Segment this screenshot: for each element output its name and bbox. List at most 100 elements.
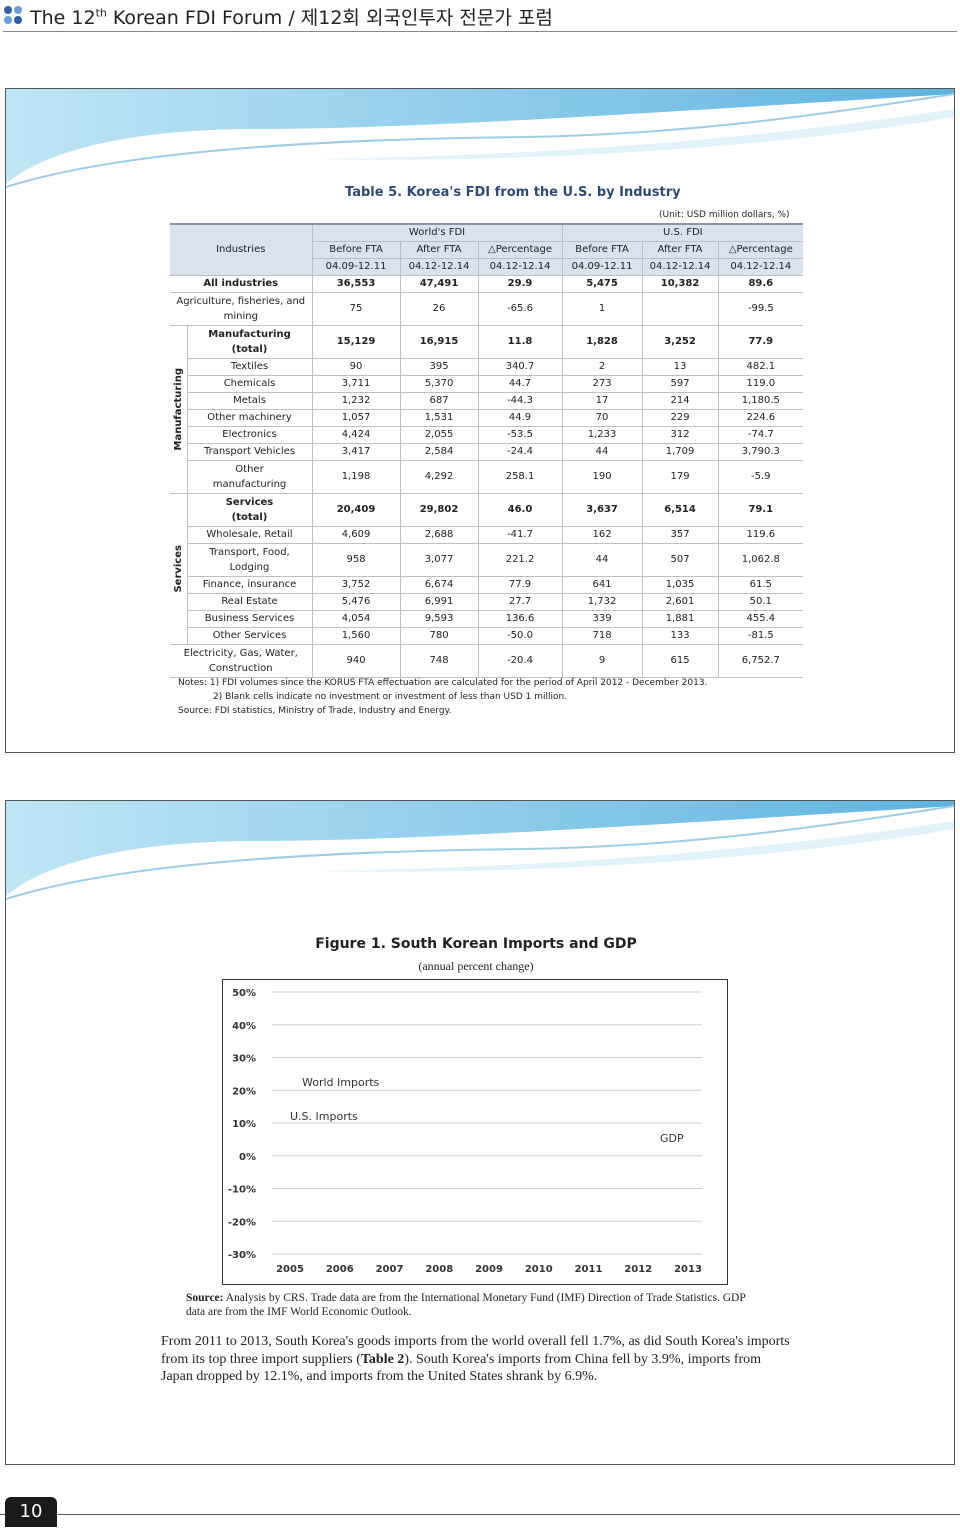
table-cell: 44.7 (477, 375, 563, 393)
paragraph: From 2011 to 2013, South Korea's goods i… (161, 1333, 791, 1386)
table-cell: 6,752.7 (717, 644, 804, 678)
row-label-line: Electricity, Gas, Water, (183, 647, 298, 659)
table-row: Transport Vehicles 3,417 2,584 -24.4 44 1,709… (170, 443, 804, 461)
x-tick-label: 2007 (376, 1264, 404, 1275)
row-label-line: Construction (208, 662, 273, 674)
row-label: Manufacturing (total) (187, 325, 313, 359)
row-label-line: Other (235, 463, 264, 475)
source: Source: FDI statistics, Ministry of Trad… (178, 706, 452, 716)
header-row: 04.09-12.11 04.12-12.14 04.12-12.14 04.09-1… (170, 258, 804, 276)
table-cell: 9,593 (399, 610, 479, 628)
row-label-line: manufacturing (212, 478, 287, 490)
row-label: Services (total) (187, 493, 313, 527)
table-cell: 1,828 (561, 325, 643, 359)
y-tick-label: -10% (228, 1185, 256, 1196)
group-label: Manufacturing (172, 367, 184, 451)
y-tick-label: -30% (228, 1250, 256, 1261)
header-cell: 04.12-12.14 (399, 258, 479, 276)
header-cell: 04.09-12.11 (561, 258, 643, 276)
header-cell: Industries (170, 224, 313, 276)
table-cell: 339 (561, 610, 643, 628)
row-label: Wholesale, Retail (187, 526, 313, 544)
header-icon (4, 6, 22, 24)
row-label: Chemicals (187, 375, 313, 393)
table-cell: 6,991 (399, 593, 479, 611)
header-cell: 04.12-12.14 (477, 258, 563, 276)
source-text: Analysis by CRS. Trade data are from the… (186, 1292, 746, 1318)
figure-subtitle: (annual percent change) (418, 959, 534, 973)
table-cell: 119.6 (717, 526, 804, 544)
chart: 50% 40% 30% 20% 10% 0% -10% -20% -30% 2005 2006 200… (222, 979, 728, 1285)
table-cell: 221.2 (477, 543, 563, 577)
table-cell: 3,417 (311, 443, 401, 461)
table-cell: 641 (561, 576, 643, 594)
note: Notes: 1) FDI volumes since the KORUS FT… (178, 678, 708, 688)
table-cell: 75 (311, 292, 401, 326)
header-cell: Before FTA (311, 241, 401, 259)
table-cell: 1,709 (641, 443, 719, 461)
table-row: Transport, Food, Lodging 958 3,077 221.2 44 50… (170, 543, 804, 577)
table-cell: -74.7 (717, 426, 804, 444)
table-cell: 5,475 (561, 275, 643, 293)
slide-wave (6, 89, 954, 188)
table-cell: 482.1 (717, 358, 804, 376)
table-cell: 36,553 (311, 275, 401, 293)
paragraph-text: From 2011 to 2013, South Korea's goods i… (161, 1334, 790, 1367)
row-label-line: Electronics (222, 429, 277, 440)
row-label: Business Services (187, 610, 313, 628)
row-label: Other Services (187, 627, 313, 645)
figure-source: Source: Analysis by CRS. Trade data are … (186, 1291, 766, 1319)
table-cell: 17 (561, 392, 643, 410)
table-cell: 10,382 (641, 275, 719, 293)
table-cell: 3,252 (641, 325, 719, 359)
table-title: Table 5. Korea's FDI from the U.S. by In… (345, 185, 681, 200)
row-label-line: Real Estate (221, 596, 278, 607)
table-cell: 61.5 (717, 576, 804, 594)
row-label-line: Wholesale, Retail (206, 529, 293, 540)
row-label-line: Other Services (212, 630, 287, 641)
row-label-line: Agriculture, fisheries, and (176, 295, 306, 307)
row-label-line: (total) (231, 511, 268, 523)
table-cell: 1,732 (561, 593, 643, 611)
table-cell: 1,232 (311, 392, 401, 410)
table-cell: 780 (399, 627, 479, 645)
table-cell: 13 (641, 358, 719, 376)
row-label: Transport Vehicles (187, 443, 313, 461)
header-text: The 12 (30, 7, 96, 29)
table-cell: 3,637 (561, 493, 643, 527)
y-tick-label: 0% (239, 1152, 256, 1163)
header-cell: △Percentage (717, 241, 804, 259)
row-label: Other machinery (187, 409, 313, 427)
row-label-line: Chemicals (223, 378, 276, 389)
row-label: Electronics (187, 426, 313, 444)
table-cell: 224.6 (717, 409, 804, 427)
table-row: Finance, insurance 3,752 6,674 77.9 641 1,035… (170, 576, 804, 594)
table-cell: 44 (561, 543, 643, 577)
row-label-line: Metals (233, 395, 266, 406)
header-cell: 04.09-12.11 (311, 258, 401, 276)
y-tick-label: -20% (228, 1217, 256, 1228)
table-cell: 77.9 (477, 576, 563, 594)
row-label-line: Transport Vehicles (203, 446, 296, 457)
table-row: Wholesale, Retail 4,609 2,688 -41.7 162 357 11… (170, 526, 804, 544)
table-cell: 5,370 (399, 375, 479, 393)
row-label: Agriculture, fisheries, and mining (170, 292, 313, 326)
x-tick-label: 2013 (674, 1264, 702, 1275)
table-cell: -5.9 (717, 460, 804, 494)
x-tick-label: 2005 (276, 1264, 304, 1275)
row-label-line: Manufacturing (208, 328, 291, 340)
table-cell: 258.1 (477, 460, 563, 494)
row-label-line: Textiles (230, 361, 269, 372)
row-label-line: Services (225, 496, 274, 508)
header-text: Korean FDI Forum / 제12회 외국인투자 전문가 포럼 (106, 7, 553, 29)
table-cell: 11.8 (477, 325, 563, 359)
header-cell: After FTA (641, 241, 719, 259)
row-label-line: Finance, insurance (202, 579, 297, 590)
header-cell: After FTA (399, 241, 479, 259)
table-cell: 2 (561, 358, 643, 376)
table-cell: 4,609 (311, 526, 401, 544)
row-label: Real Estate (187, 593, 313, 611)
table-cell: 958 (311, 543, 401, 577)
table-cell: 3,790.3 (717, 443, 804, 461)
table-cell: 190 (561, 460, 643, 494)
